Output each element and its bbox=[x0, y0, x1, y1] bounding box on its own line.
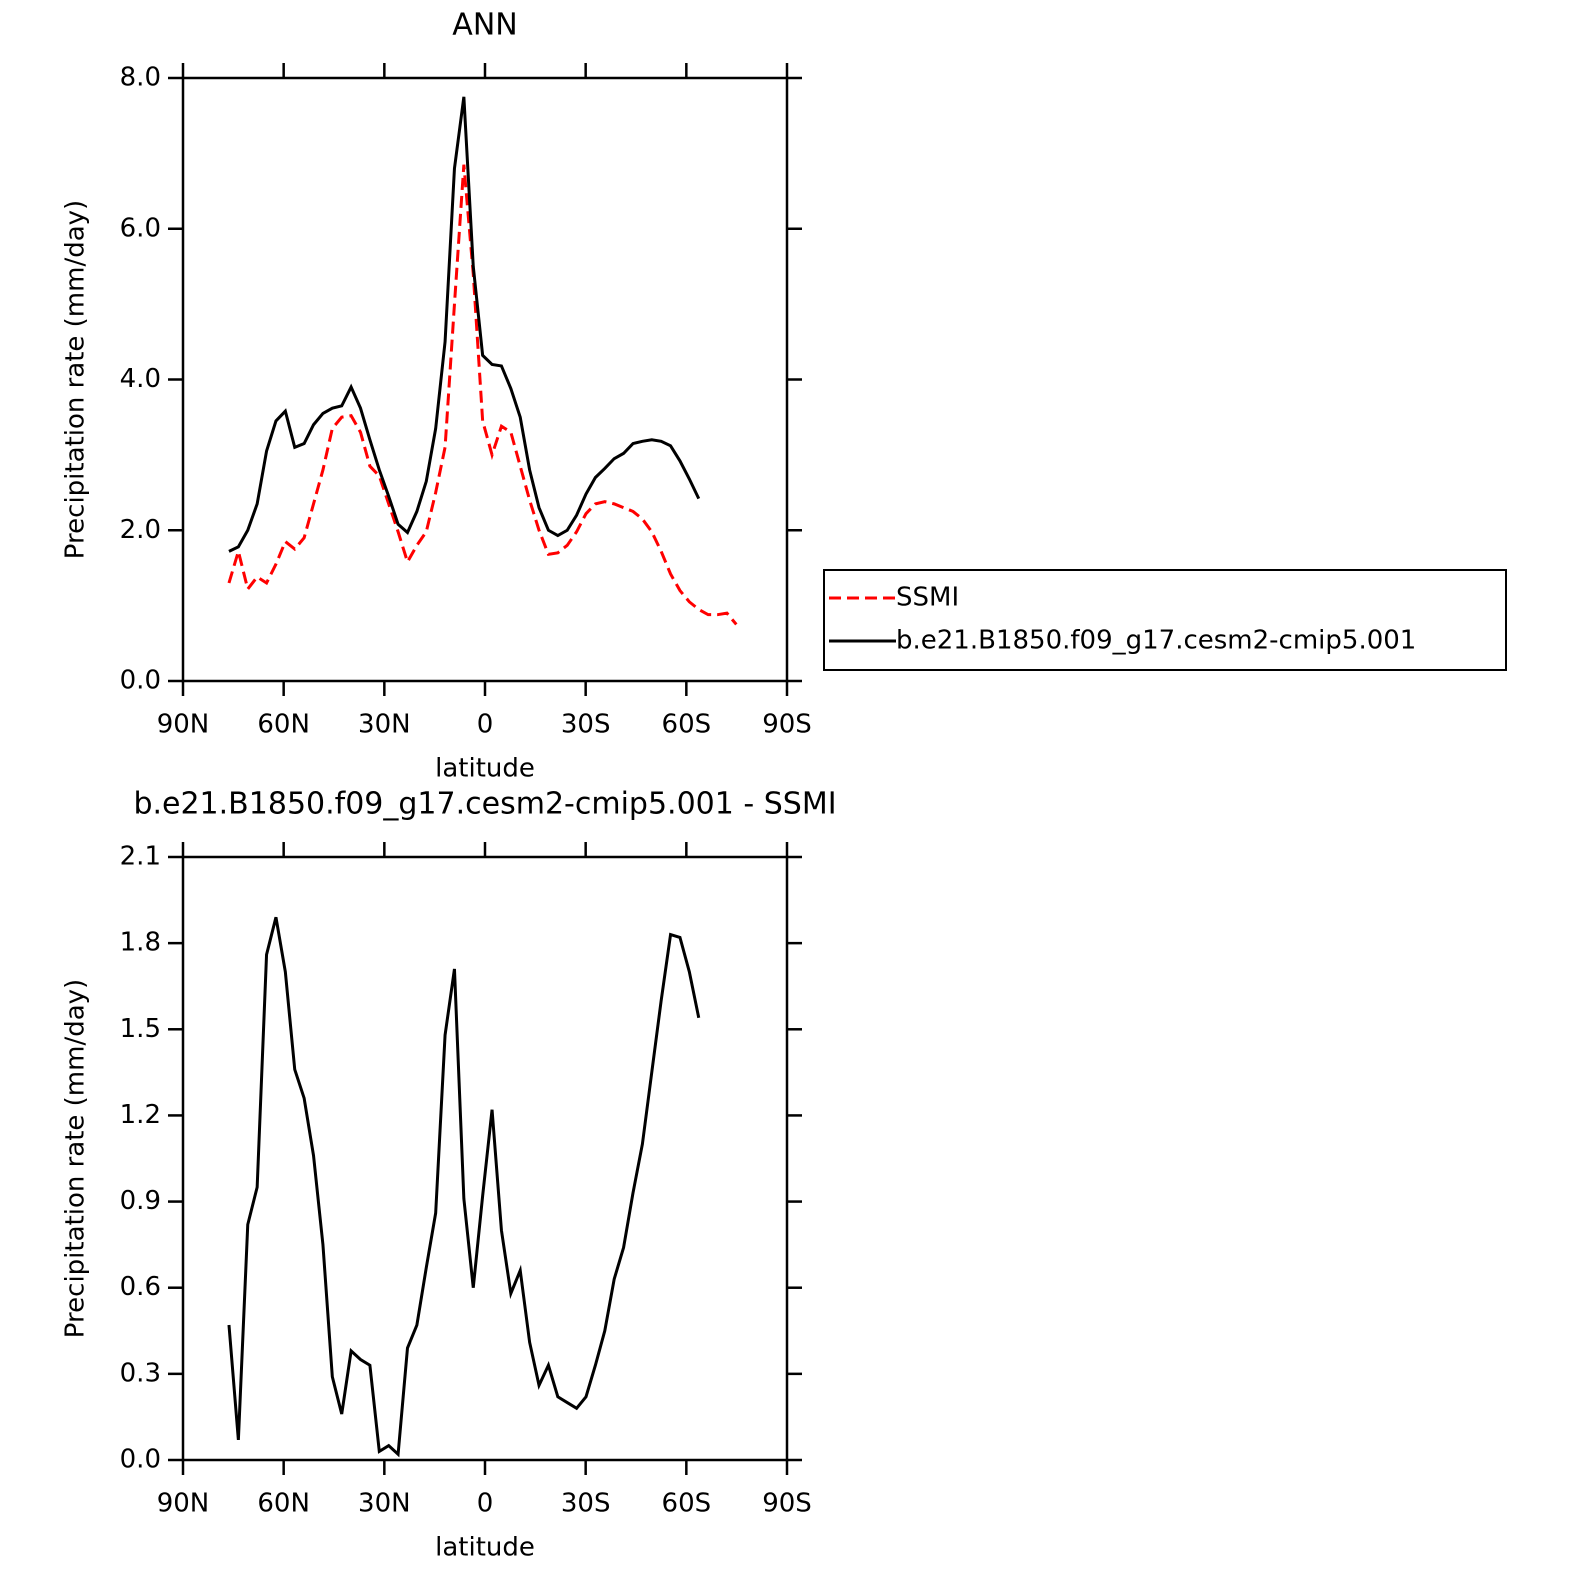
x-tick-label: 30S bbox=[561, 710, 611, 740]
y-axis-label: Precipitation rate (mm/day) bbox=[61, 200, 91, 559]
x-tick-label: 30S bbox=[561, 1489, 611, 1519]
x-tick-label: 60N bbox=[257, 710, 310, 740]
x-tick-label: 90S bbox=[762, 1489, 812, 1519]
y-tick-label: 4.0 bbox=[120, 364, 161, 394]
y-tick-label: 0.6 bbox=[120, 1272, 161, 1302]
x-tick-label: 90N bbox=[157, 710, 210, 740]
x-tick-label: 30N bbox=[358, 1489, 411, 1519]
legend-label: b.e21.B1850.f09_g17.cesm2-cmip5.001 bbox=[896, 626, 1416, 656]
x-tick-label: 60N bbox=[257, 1489, 310, 1519]
y-tick-label: 2.1 bbox=[120, 842, 161, 872]
x-tick-label: 0 bbox=[477, 710, 494, 740]
x-axis-label: latitude bbox=[435, 754, 535, 784]
plot-frame bbox=[181, 76, 789, 683]
y-tick-label: 0.9 bbox=[120, 1186, 161, 1216]
y-tick-label: 6.0 bbox=[120, 213, 161, 243]
plot-frame bbox=[181, 855, 789, 1462]
x-tick-label: 30N bbox=[358, 710, 411, 740]
legend-label: SSMI bbox=[896, 583, 959, 613]
chart-title: ANN bbox=[452, 8, 517, 43]
x-tick-label: 90N bbox=[157, 1489, 210, 1519]
y-tick-label: 2.0 bbox=[120, 515, 161, 545]
data-line bbox=[227, 164, 738, 626]
x-tick-label: 60S bbox=[662, 1489, 712, 1519]
legend-box bbox=[823, 569, 1507, 671]
x-tick-label: 0 bbox=[477, 1489, 494, 1519]
y-axis-label: Precipitation rate (mm/day) bbox=[61, 979, 91, 1338]
x-tick-label: 60S bbox=[662, 710, 712, 740]
y-tick-label: 1.2 bbox=[120, 1100, 161, 1130]
y-tick-label: 0.0 bbox=[120, 666, 161, 696]
data-line bbox=[227, 916, 701, 1458]
y-tick-label: 1.5 bbox=[120, 1014, 161, 1044]
chart-title: b.e21.B1850.f09_g17.cesm2-cmip5.001 - SS… bbox=[133, 787, 836, 822]
y-tick-label: 8.0 bbox=[120, 63, 161, 93]
x-axis-label: latitude bbox=[435, 1533, 535, 1563]
data-line bbox=[228, 96, 701, 553]
x-tick-label: 90S bbox=[762, 710, 812, 740]
y-tick-label: 0.3 bbox=[120, 1358, 161, 1388]
y-tick-label: 0.0 bbox=[120, 1445, 161, 1475]
y-tick-label: 1.8 bbox=[120, 928, 161, 958]
